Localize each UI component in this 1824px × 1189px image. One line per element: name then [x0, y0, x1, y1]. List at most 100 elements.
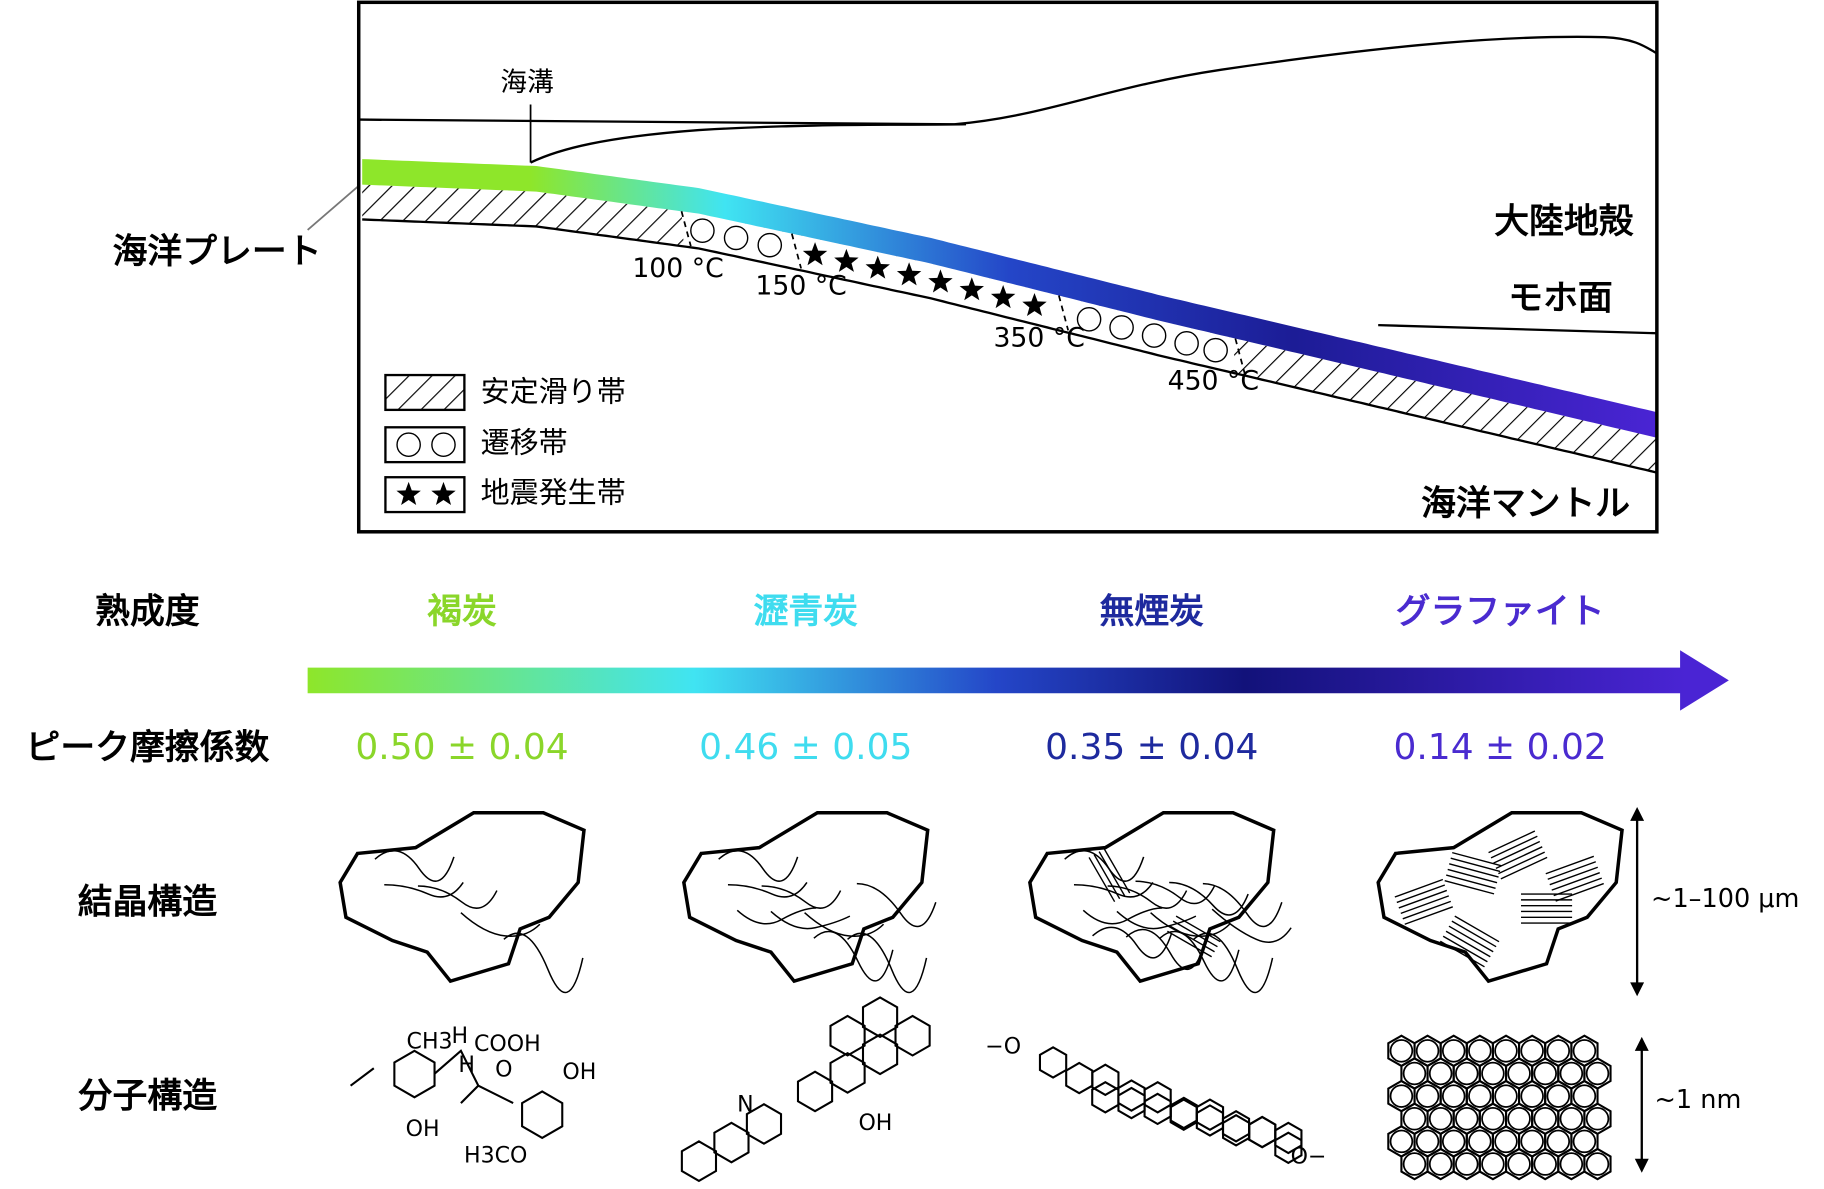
ring: [796, 1070, 834, 1113]
stable-zone: [362, 184, 1657, 473]
aromatic-circle: [1494, 1039, 1518, 1063]
graphitic-layer: [1495, 846, 1543, 870]
crystal-grain: [338, 811, 586, 984]
seismic-star: [865, 255, 890, 279]
ring: [1221, 1109, 1251, 1143]
crystal-fiber: [1082, 907, 1163, 925]
seismic-star: [959, 277, 984, 301]
aromatic-circle: [1441, 1084, 1466, 1108]
aromatic-circle: [1455, 1107, 1479, 1131]
graphitic-layer: [1404, 906, 1454, 925]
graphitic-layer: [1446, 874, 1496, 889]
crystal-grain: [1376, 811, 1624, 984]
ring: [521, 1090, 564, 1140]
aromatic-circle: [1559, 1152, 1584, 1176]
aromatic-circle: [1585, 1107, 1610, 1131]
graphitic-layer: [1093, 854, 1121, 900]
graphitic-layer: [1555, 882, 1604, 902]
plate-base: [362, 218, 1658, 474]
frame: [356, 0, 1659, 534]
crystal-fiber: [1092, 926, 1173, 959]
plate-label: 海洋プレート: [113, 232, 322, 272]
ring: [861, 1033, 899, 1076]
ring: [1091, 1080, 1120, 1114]
ring: [1143, 1080, 1172, 1114]
aromatic-circle: [1455, 1061, 1479, 1086]
aromatic-circle: [1494, 1129, 1518, 1154]
scale-label: ~1–100 μm: [1651, 884, 1799, 914]
ring: [1091, 1063, 1120, 1097]
atom-label: O−: [1291, 1145, 1327, 1170]
atom-label: OH: [562, 1060, 596, 1085]
atom-label: OH: [406, 1117, 440, 1142]
crystal-fiber: [727, 882, 808, 898]
crystal-fiber: [460, 912, 541, 937]
aromatic-circle: [1559, 1107, 1584, 1131]
row-label: 熟成度: [95, 592, 200, 632]
legend-star: [431, 481, 456, 505]
graphitic-layer: [1447, 868, 1498, 884]
crystal-fiber: [813, 930, 894, 982]
aromatic-circle: [1481, 1061, 1505, 1086]
crystal-fiber: [1169, 881, 1249, 916]
aromatic-circle: [1520, 1039, 1544, 1063]
aromatic-circle: [1468, 1084, 1492, 1108]
temperature: 100 °C: [632, 253, 723, 284]
atom-label: CH3: [407, 1030, 453, 1055]
ring: [829, 1051, 866, 1094]
aromatic-circle: [1441, 1129, 1466, 1154]
aromatic-circle: [1468, 1039, 1492, 1063]
aromatic-circle: [1428, 1152, 1453, 1176]
atom-label: N: [737, 1092, 754, 1117]
graphitic-layer: [1488, 830, 1536, 854]
forearc-line: [530, 123, 967, 164]
ring: [1248, 1115, 1277, 1149]
row-label: 分子構造: [78, 1076, 217, 1116]
ring: [1117, 1086, 1146, 1120]
transition-circle: [723, 225, 749, 251]
aromatic-circle: [1572, 1129, 1597, 1154]
aromatic-circle: [1585, 1152, 1610, 1176]
rows: 褐炭 0.50 ± 0.04 瀝青炭 0.46 ± 0.05 無煙炭 0.35 ± 0.0…: [307, 592, 1729, 1183]
subduction-diagram: [307, 35, 1658, 514]
ring: [829, 1014, 866, 1057]
ring: [1143, 1092, 1172, 1126]
row-label: 結晶構造: [78, 882, 217, 922]
ring: [894, 1014, 931, 1057]
ring: [861, 996, 899, 1039]
crystal-fiber: [1135, 880, 1216, 905]
seismic-star: [990, 285, 1016, 309]
crystal-fiber: [847, 932, 928, 993]
aromatic-circle: [1585, 1061, 1610, 1086]
ring: [680, 1140, 718, 1183]
graphitic-layer: [1498, 851, 1545, 875]
graphitic-layer: [1088, 857, 1116, 903]
oceanic-plate: [362, 159, 1657, 438]
legend-swatch: [384, 373, 466, 412]
stage-name: 瀝青炭: [754, 592, 859, 632]
graphitic-layer: [1402, 900, 1452, 920]
row-label: ピーク摩擦係数: [25, 728, 269, 768]
aromatic-circle: [1389, 1084, 1414, 1108]
legend-label: 遷移帯: [481, 426, 568, 460]
graphitic-layer: [1172, 920, 1218, 948]
trench-label: 海溝: [500, 67, 553, 98]
aromatic-circle: [1533, 1061, 1557, 1086]
legend-circle: [431, 432, 456, 458]
transition-circle: [1141, 323, 1167, 348]
crystal-fiber: [770, 910, 851, 930]
aromatic-circle: [1415, 1084, 1440, 1108]
aromatic-circle: [1389, 1039, 1414, 1063]
ring: [1195, 1098, 1225, 1131]
graphitic-layer: [1449, 863, 1499, 878]
ring: [1274, 1121, 1303, 1155]
moho-label: モホ面: [1508, 279, 1613, 319]
temperature: 150 °C: [755, 270, 846, 301]
aromatic-circle: [1572, 1084, 1597, 1108]
maturity-arrow: [307, 650, 1729, 711]
transition-circle: [757, 232, 783, 258]
graphitic-layer: [1452, 851, 1502, 867]
seismic-star: [834, 248, 859, 272]
friction-value: 0.35 ± 0.04: [1045, 727, 1258, 768]
